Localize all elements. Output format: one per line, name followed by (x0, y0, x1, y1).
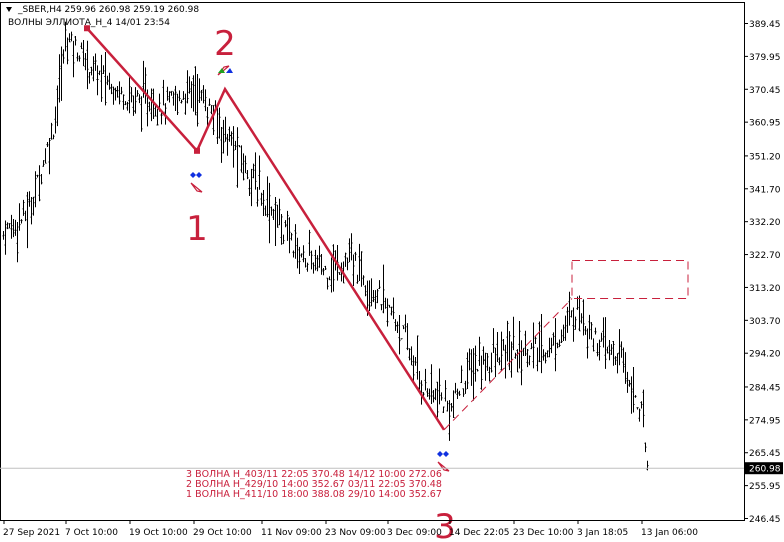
x-tick-label: 27 Sep 2021 (3, 528, 60, 538)
y-tick-label: 284.45 (749, 383, 781, 393)
y-tick-label: 303.70 (749, 317, 781, 327)
wave-1-dot (194, 147, 200, 154)
x-tick-label: 3 Dec 09:00 (387, 528, 442, 538)
x-tick-label: 19 Oct 10:00 (129, 528, 188, 538)
current-price-label: 260.98 (749, 465, 781, 475)
y-tick-label: 360.95 (749, 119, 781, 129)
collapse-triangle-icon[interactable] (6, 7, 12, 12)
y-tick-label: 265.45 (749, 449, 781, 459)
wave-annotation-2: 2 ВОЛНА H_429/10 14:00 352.67 03/11 22:0… (186, 479, 442, 490)
wave-3-label: 3 (434, 507, 456, 542)
y-tick-label: 332.20 (749, 218, 781, 228)
wave-3-signal-icon (443, 451, 449, 457)
wave-1-label: 1 (186, 209, 208, 249)
y-tick-label: 389.45 (749, 20, 781, 30)
wave-start-dot (84, 25, 90, 32)
x-tick-label: 29 Oct 10:00 (193, 528, 252, 538)
annotation-layer: 3 ВОЛНА H_403/11 22:05 370.48 14/12 10:0… (186, 469, 442, 500)
y-tick-label: 322.70 (749, 251, 781, 261)
wave-1-signal-icon (190, 172, 196, 178)
elliott-wave-layer: 1 2 3 (84, 24, 689, 542)
wave-projection-line (443, 298, 573, 431)
y-tick-label: 294.20 (749, 350, 781, 360)
x-tick-label: 7 Oct 10:00 (65, 528, 118, 538)
wave-2-green-icon (218, 68, 225, 73)
price-bars (2, 21, 649, 471)
elliott-wave-line (86, 27, 446, 431)
wave-2-blue-icon (226, 68, 233, 73)
x-tick-label: 13 Jan 06:00 (641, 528, 698, 538)
y-tick-label: 313.20 (749, 284, 781, 294)
target-zone-box (571, 259, 689, 300)
wave-annotation-3: 3 ВОЛНА H_403/11 22:05 370.48 14/12 10:0… (186, 469, 442, 480)
symbol-header: _SBER,H4 259.96 260.98 259.19 260.98 (6, 5, 199, 15)
y-tick-label: 351.20 (749, 152, 781, 162)
indicator-header: ВОЛНЫ ЭЛЛИОТА_H_4 14/01 23:54 (8, 18, 170, 28)
wave-1-signal-icon (196, 172, 202, 178)
y-tick-label: 341.70 (749, 185, 781, 195)
wave-3-arrow-icon (437, 461, 450, 472)
x-tick-label: 14 Dec 22:05 (449, 528, 510, 538)
wave-2-label: 2 (214, 24, 236, 64)
y-tick-label: 255.95 (749, 482, 781, 492)
x-tick-label: 23 Dec 10:00 (513, 528, 574, 538)
symbol-line: _SBER,H4 259.96 260.98 259.19 260.98 (18, 5, 200, 15)
x-tick-label: 11 Nov 09:00 (261, 528, 322, 538)
y-tick-label: 246.45 (749, 515, 781, 525)
wave-3-signal-icon (437, 451, 443, 457)
x-tick-label: 23 Nov 09:00 (325, 528, 386, 538)
x-tick-label: 3 Jan 18:05 (577, 528, 628, 538)
y-tick-label: 274.95 (749, 416, 781, 426)
plot-frame (0, 2, 745, 521)
wave-1-arrow-icon (190, 182, 203, 193)
current-price-marker (745, 462, 783, 475)
wave-annotation-1: 1 ВОЛНА H_411/10 18:00 388.08 29/10 14:0… (186, 489, 442, 500)
y-tick-label: 370.45 (749, 86, 781, 96)
y-tick-label: 379.95 (749, 53, 781, 63)
